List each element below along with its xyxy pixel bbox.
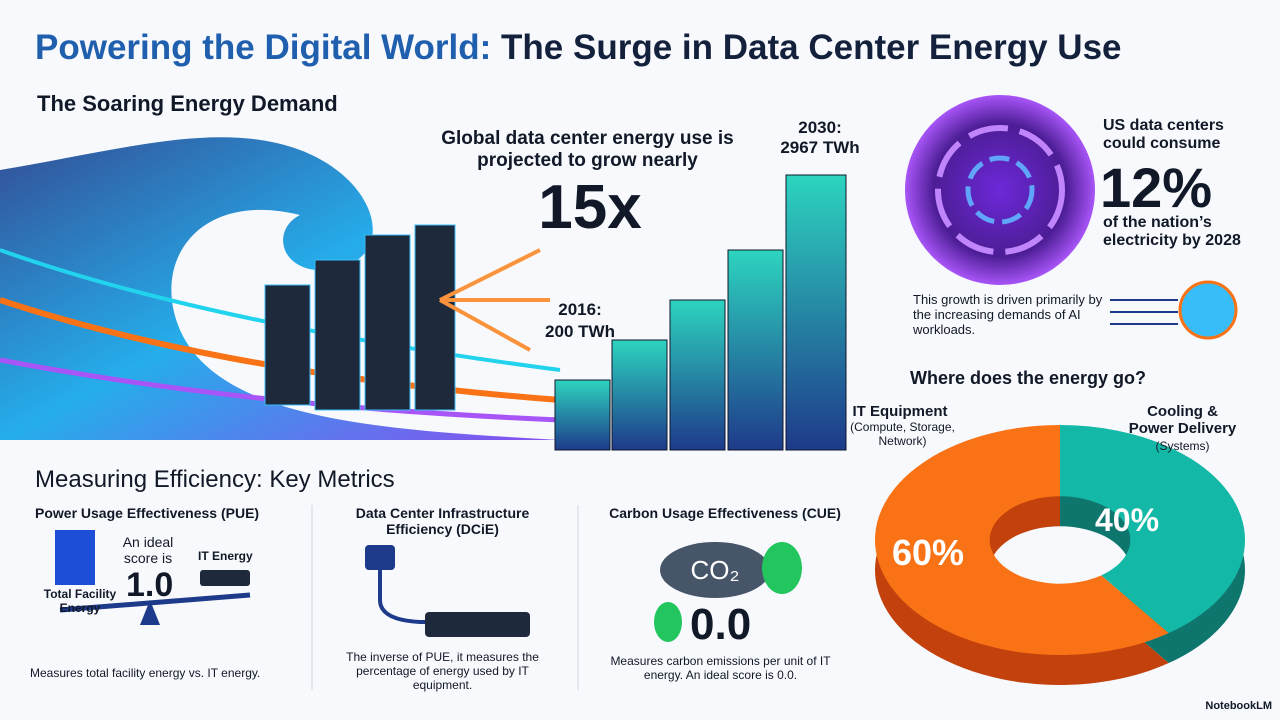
device-icon	[425, 612, 530, 637]
us-lead: US data centers could consume	[1103, 117, 1224, 153]
energy-donut	[875, 425, 1245, 685]
burst	[439, 248, 550, 352]
driver-text: This growth is driven primarily by the i…	[913, 292, 1103, 337]
ai-icon	[1178, 280, 1238, 340]
co2-text: CO₂	[690, 555, 740, 585]
us-tail: of the nation’s electricity by 2028	[1103, 214, 1241, 250]
metric-description: Measures total facility energy vs. IT en…	[30, 666, 261, 680]
left-label: Total Facility Energy	[43, 587, 117, 615]
cooling-detail: (Systems)	[1155, 439, 1210, 453]
brand: NotebookLM	[1205, 700, 1272, 712]
growth-bars	[554, 174, 847, 451]
plug-icon	[365, 545, 395, 570]
donut-segment	[875, 425, 1169, 656]
metrics-heading: Measuring Efficiency: Key Metrics	[35, 466, 395, 493]
growth-value: 15x	[538, 173, 642, 242]
section-heading: The Soaring Energy Demand	[37, 91, 338, 116]
start-value: 200 TWh	[545, 322, 615, 341]
metric-name: Carbon Usage Effectiveness (CUE)	[609, 505, 841, 521]
title-rest: The Surge in Data Center Energy Use	[501, 28, 1122, 67]
energy-heading: Where does the energy go?	[910, 368, 1147, 388]
it-label: IT Equipment	[852, 403, 948, 420]
metric-description: Measures carbon emissions per unit of IT…	[610, 654, 831, 682]
right-label: IT Energy	[198, 549, 253, 563]
cooling-label: Cooling & Power Delivery	[1128, 403, 1237, 438]
it-detail: (Compute, Storage, Network)	[850, 420, 955, 448]
cooling-value: 40%	[1095, 502, 1160, 538]
metric-value: 1.0	[126, 566, 174, 604]
end-value: 2967 TWh	[780, 138, 860, 157]
wave	[0, 137, 560, 440]
us-disc-ring	[965, 155, 1035, 225]
metric-value: 0.0	[690, 600, 752, 649]
scale-pivot	[140, 600, 160, 625]
title: Powering the Digital World: The Surge in…	[35, 28, 1122, 68]
title-lead: Powering the Digital World:	[35, 28, 492, 67]
it-energy-icon	[200, 570, 250, 586]
building-icon	[55, 530, 95, 585]
end-label: 2030:	[798, 118, 842, 137]
start-label: 2016:	[558, 300, 602, 319]
scale-beam	[59, 592, 251, 613]
stream	[0, 248, 561, 372]
donut-segment	[1060, 425, 1245, 634]
leaf-icon	[762, 542, 802, 594]
stream	[0, 357, 561, 423]
us-disc	[905, 95, 1095, 285]
metric-description: The inverse of PUE, it measures the perc…	[346, 650, 539, 692]
us-disc-ring	[935, 125, 1065, 255]
it-value: 60%	[892, 532, 965, 573]
cable	[378, 560, 440, 624]
stream	[0, 297, 561, 403]
metric-name: Power Usage Effectiveness (PUE)	[35, 505, 260, 521]
leaf-icon	[654, 602, 682, 642]
circuit	[1110, 299, 1178, 325]
server-racks	[264, 224, 456, 411]
cloud-icon	[660, 542, 770, 598]
growth-text: Global data center energy use is project…	[441, 128, 734, 171]
us-value: 12%	[1100, 156, 1213, 219]
metric-name: Data Center Infrastructure Efficiency (D…	[355, 505, 530, 538]
ideal-text: An ideal score is	[122, 534, 174, 567]
